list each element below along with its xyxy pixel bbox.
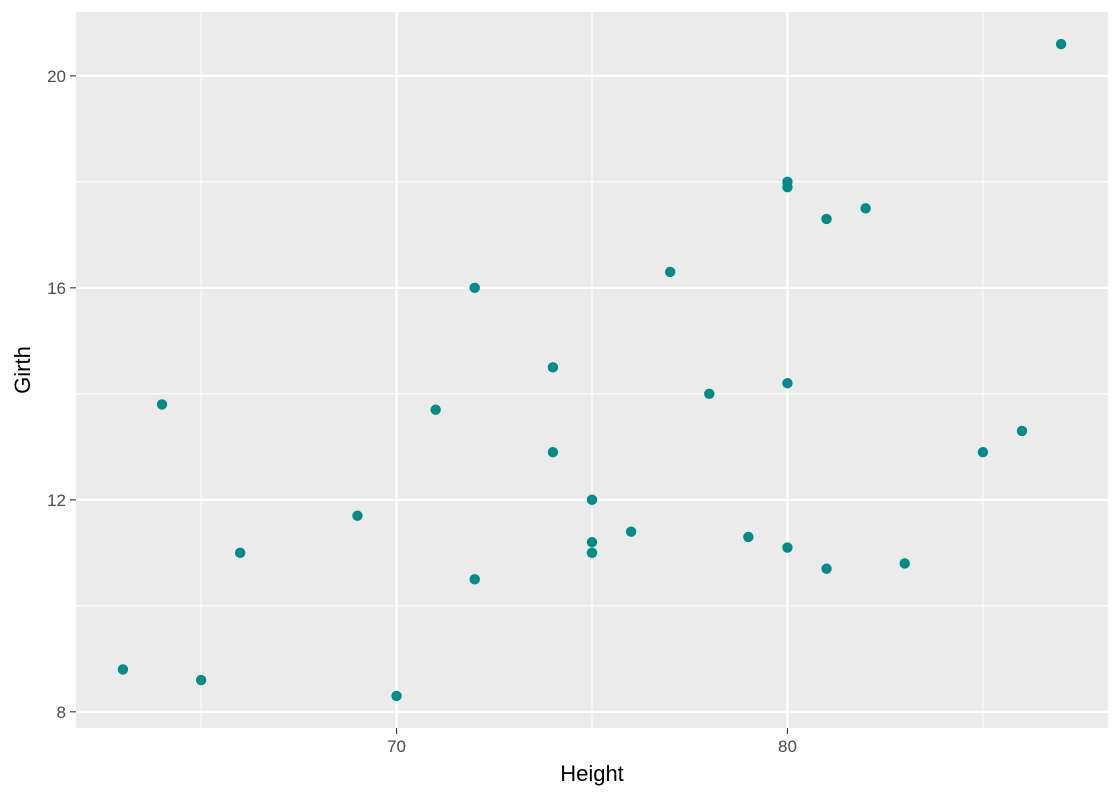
data-point bbox=[860, 203, 871, 214]
data-point bbox=[782, 378, 793, 389]
data-point bbox=[469, 574, 480, 585]
x-axis-ticks: 70 80 bbox=[387, 728, 797, 756]
data-points bbox=[117, 38, 1067, 702]
y-axis-title: Girth bbox=[10, 346, 35, 394]
data-point bbox=[586, 537, 598, 548]
data-point bbox=[1055, 38, 1067, 50]
data-point bbox=[156, 399, 168, 410]
y-axis-ticks: 8 12 16 20 bbox=[47, 67, 76, 722]
y-tick-label: 16 bbox=[47, 279, 66, 298]
y-tick-label: 20 bbox=[47, 67, 66, 86]
x-tick-label: 80 bbox=[778, 737, 797, 756]
data-point bbox=[117, 664, 129, 675]
data-point bbox=[391, 690, 402, 702]
data-point bbox=[547, 446, 559, 458]
data-point bbox=[782, 176, 793, 188]
x-tick-label: 70 bbox=[387, 737, 406, 756]
data-point bbox=[625, 526, 637, 537]
data-point bbox=[469, 282, 480, 294]
data-point bbox=[782, 542, 793, 553]
data-point bbox=[821, 563, 832, 574]
data-point bbox=[899, 558, 910, 569]
data-point bbox=[586, 547, 598, 559]
data-point bbox=[195, 674, 207, 686]
data-point bbox=[743, 531, 754, 543]
x-axis-title: Height bbox=[560, 761, 624, 786]
data-point bbox=[234, 547, 246, 559]
data-point bbox=[664, 266, 676, 278]
data-point bbox=[547, 362, 559, 373]
data-point bbox=[977, 446, 989, 458]
data-point bbox=[586, 494, 598, 506]
y-tick-label: 8 bbox=[57, 703, 66, 722]
minor-gridlines bbox=[76, 12, 1108, 728]
data-point bbox=[430, 404, 441, 415]
data-point bbox=[704, 388, 715, 400]
data-point bbox=[352, 510, 363, 521]
data-point bbox=[821, 213, 832, 225]
y-tick-label: 12 bbox=[47, 491, 66, 510]
data-point bbox=[1016, 425, 1028, 437]
